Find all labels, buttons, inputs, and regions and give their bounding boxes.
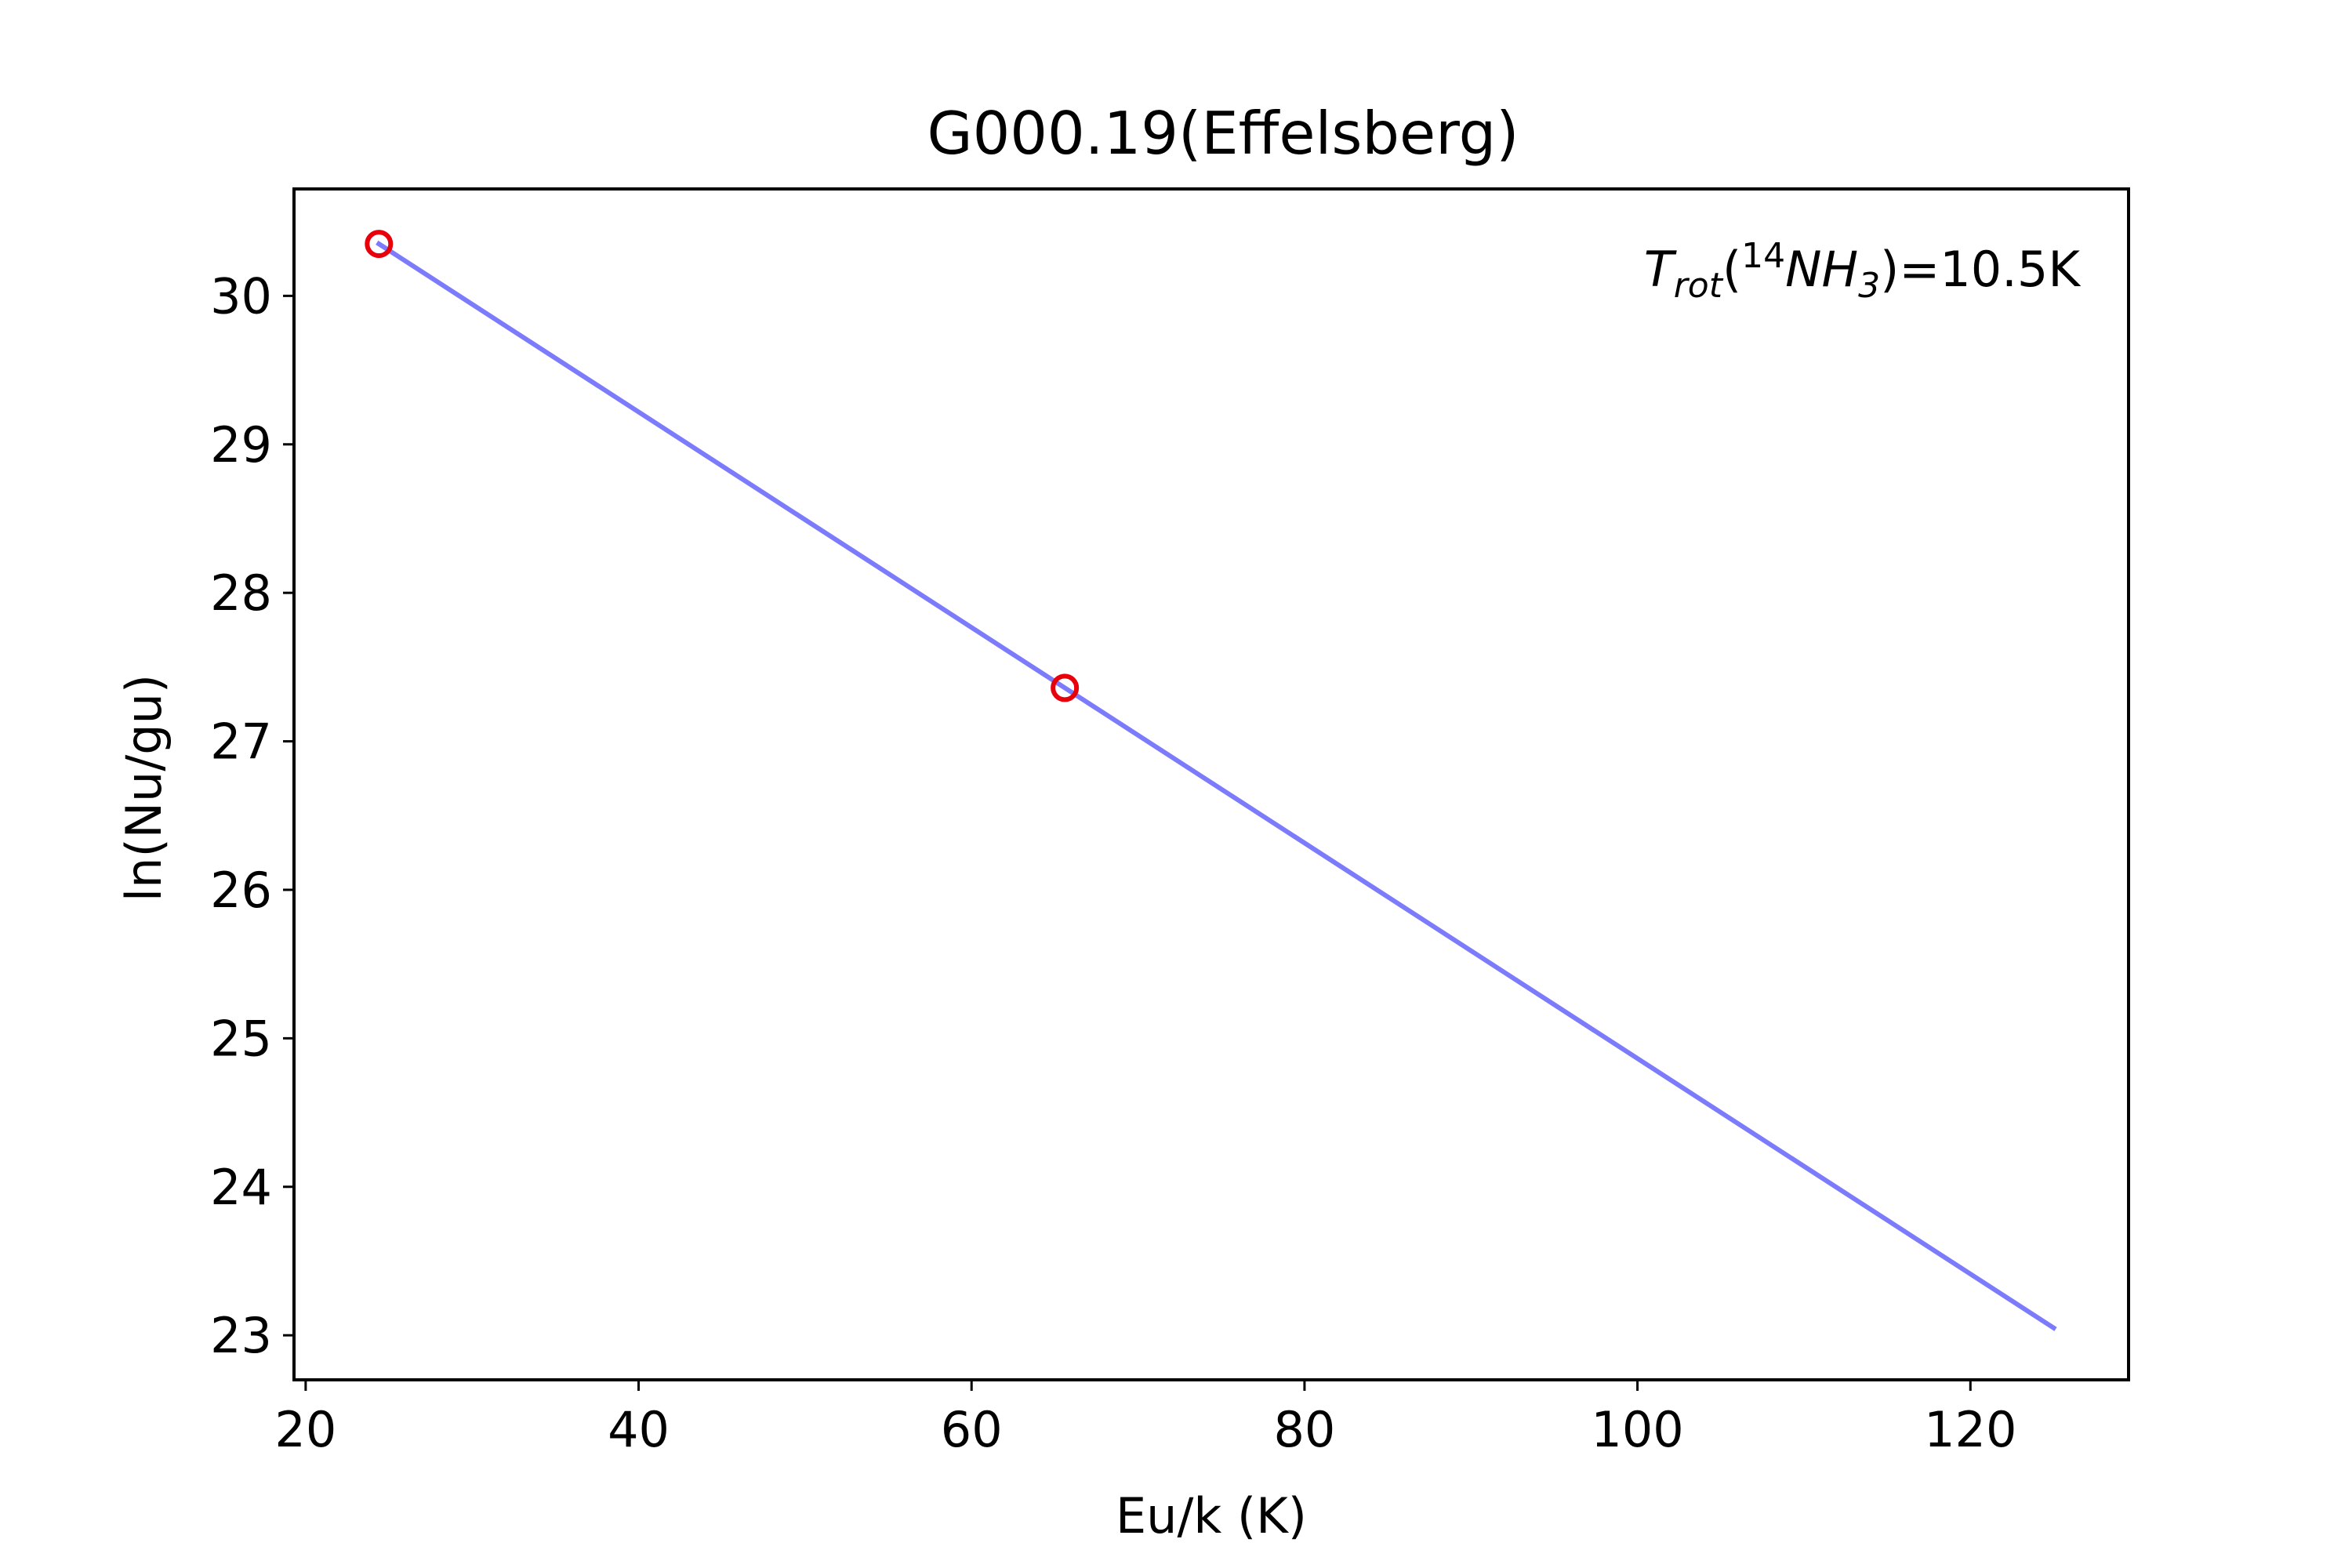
data-point bbox=[1051, 673, 1080, 702]
x-tick-label: 120 bbox=[1924, 1401, 2016, 1458]
temperature-annotation: Trot(14NH3)=10.5K bbox=[1644, 236, 2082, 306]
annotation-T: T bbox=[1644, 241, 1677, 298]
y-tick-label: 26 bbox=[210, 862, 272, 919]
x-tick-label: 40 bbox=[608, 1401, 670, 1458]
plot-area-frame bbox=[292, 187, 2130, 1381]
y-tick-label: 23 bbox=[210, 1307, 272, 1364]
x-tick-label: 80 bbox=[1273, 1401, 1335, 1458]
x-tick-label: 60 bbox=[941, 1401, 1003, 1458]
annotation-NH: NH bbox=[1785, 241, 1858, 298]
annotation-rot-subscript: rot bbox=[1674, 266, 1724, 306]
y-axis-label: ln(Nu/gu) bbox=[115, 674, 172, 902]
y-tick-label: 29 bbox=[210, 416, 272, 474]
ticks-layer: 20 40 60 80 100 120 23 24 25 26 27 28 29 30 bbox=[210, 267, 2016, 1458]
data-point bbox=[365, 230, 394, 259]
annotation-value: )=10.5K bbox=[1880, 241, 2081, 298]
y-tick-label: 25 bbox=[210, 1010, 272, 1067]
y-tick-label: 30 bbox=[210, 267, 272, 325]
chart-title: G000.19(Effelsberg) bbox=[927, 99, 1519, 168]
y-tick-label: 27 bbox=[210, 713, 272, 771]
fit-line bbox=[376, 240, 2057, 1331]
x-tick-label: 20 bbox=[274, 1401, 336, 1458]
annotation-open-paren: ( bbox=[1722, 241, 1741, 298]
y-tick-label: 28 bbox=[210, 564, 272, 622]
points-layer bbox=[365, 230, 1080, 702]
x-axis-label: Eu/k (K) bbox=[1116, 1487, 1307, 1544]
annotation-14-superscript: 14 bbox=[1741, 236, 1785, 276]
x-tick-label: 100 bbox=[1591, 1401, 1683, 1458]
annotation-3-subscript: 3 bbox=[1858, 266, 1880, 306]
fit-layer bbox=[376, 240, 2057, 1331]
y-tick-label: 24 bbox=[210, 1159, 272, 1216]
